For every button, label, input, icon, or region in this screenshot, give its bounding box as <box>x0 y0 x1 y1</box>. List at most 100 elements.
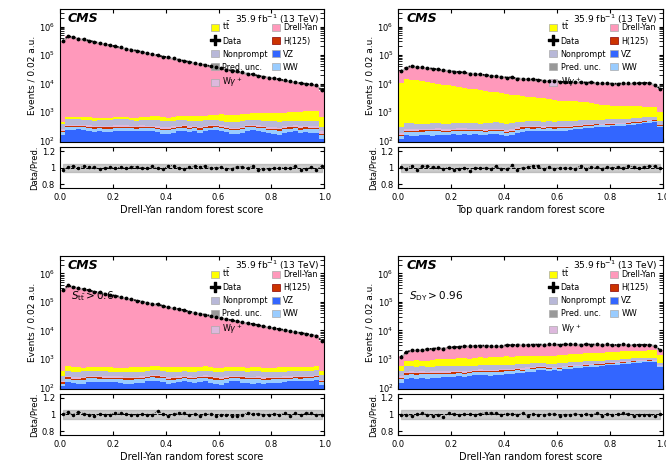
Bar <box>414 124 420 129</box>
Bar <box>182 125 187 126</box>
Bar <box>256 377 261 379</box>
Bar <box>414 375 420 379</box>
Bar <box>478 135 483 473</box>
Y-axis label: Data/Pred.: Data/Pred. <box>30 392 39 437</box>
Bar <box>166 58 171 118</box>
Bar <box>494 129 499 130</box>
Bar <box>256 113 261 120</box>
Bar <box>599 124 605 125</box>
Bar <box>60 371 65 376</box>
Bar <box>615 126 620 473</box>
Bar <box>467 346 472 359</box>
Bar <box>531 368 535 369</box>
Bar <box>240 128 245 130</box>
Bar <box>118 383 123 473</box>
Bar <box>308 126 314 128</box>
Bar <box>161 306 166 367</box>
Bar <box>631 123 636 125</box>
Bar <box>605 352 610 360</box>
Bar <box>250 120 256 125</box>
Bar <box>145 378 150 381</box>
Bar <box>456 128 462 130</box>
Text: CMS: CMS <box>68 259 99 272</box>
Bar <box>150 376 155 377</box>
Bar <box>197 127 202 129</box>
Bar <box>610 123 615 124</box>
Bar <box>535 368 541 370</box>
Bar <box>441 377 446 473</box>
Bar <box>97 43 103 118</box>
Bar <box>213 67 218 115</box>
Bar <box>139 131 145 473</box>
Bar <box>657 368 663 473</box>
Bar <box>103 294 107 367</box>
Bar <box>462 128 467 130</box>
Bar <box>234 367 240 371</box>
Bar <box>483 346 488 358</box>
Bar <box>261 380 266 384</box>
Bar <box>557 363 562 367</box>
Bar <box>276 368 282 372</box>
Bar <box>308 377 314 378</box>
Bar <box>60 131 65 132</box>
Bar <box>118 368 123 372</box>
Bar <box>456 358 462 366</box>
Bar <box>282 132 287 473</box>
Bar <box>76 116 81 119</box>
Bar <box>657 89 663 112</box>
Bar <box>81 377 87 378</box>
Bar <box>139 127 145 128</box>
Bar <box>123 378 129 379</box>
Bar <box>657 366 663 368</box>
Bar <box>578 366 583 367</box>
Bar <box>472 74 478 89</box>
Bar <box>436 373 441 374</box>
Bar <box>620 362 625 363</box>
Bar <box>509 129 515 131</box>
Bar <box>276 329 282 368</box>
Bar <box>81 130 87 473</box>
Bar <box>256 76 261 113</box>
Bar <box>483 123 488 129</box>
Bar <box>515 122 520 127</box>
Bar <box>636 360 641 361</box>
Bar <box>208 115 213 120</box>
Bar <box>398 135 404 136</box>
Bar <box>287 112 292 121</box>
Bar <box>150 366 155 370</box>
Bar <box>567 354 573 362</box>
Bar <box>494 131 499 134</box>
Bar <box>197 129 202 130</box>
Bar <box>641 117 647 121</box>
Bar <box>319 139 324 473</box>
Bar <box>176 309 182 367</box>
Bar <box>504 132 509 136</box>
Bar <box>319 371 324 375</box>
Bar <box>499 357 504 365</box>
Bar <box>145 128 150 131</box>
Bar <box>551 368 557 370</box>
Bar <box>488 76 494 92</box>
Bar <box>171 372 176 377</box>
Bar <box>272 379 276 383</box>
Bar <box>456 372 462 373</box>
Bar <box>272 127 276 129</box>
Bar <box>155 370 161 375</box>
Bar <box>515 127 520 129</box>
Bar <box>456 371 462 372</box>
Bar <box>504 130 509 131</box>
Bar <box>298 133 303 473</box>
Bar <box>287 129 292 132</box>
Bar <box>515 356 520 364</box>
Bar <box>134 129 139 131</box>
Bar <box>589 364 594 365</box>
Bar <box>647 122 652 123</box>
Bar <box>541 80 546 98</box>
Bar <box>583 120 589 124</box>
Bar <box>292 332 298 367</box>
Bar <box>218 372 224 377</box>
Bar <box>202 377 208 378</box>
Bar <box>314 125 319 128</box>
Bar <box>652 122 657 473</box>
Bar <box>636 122 641 123</box>
